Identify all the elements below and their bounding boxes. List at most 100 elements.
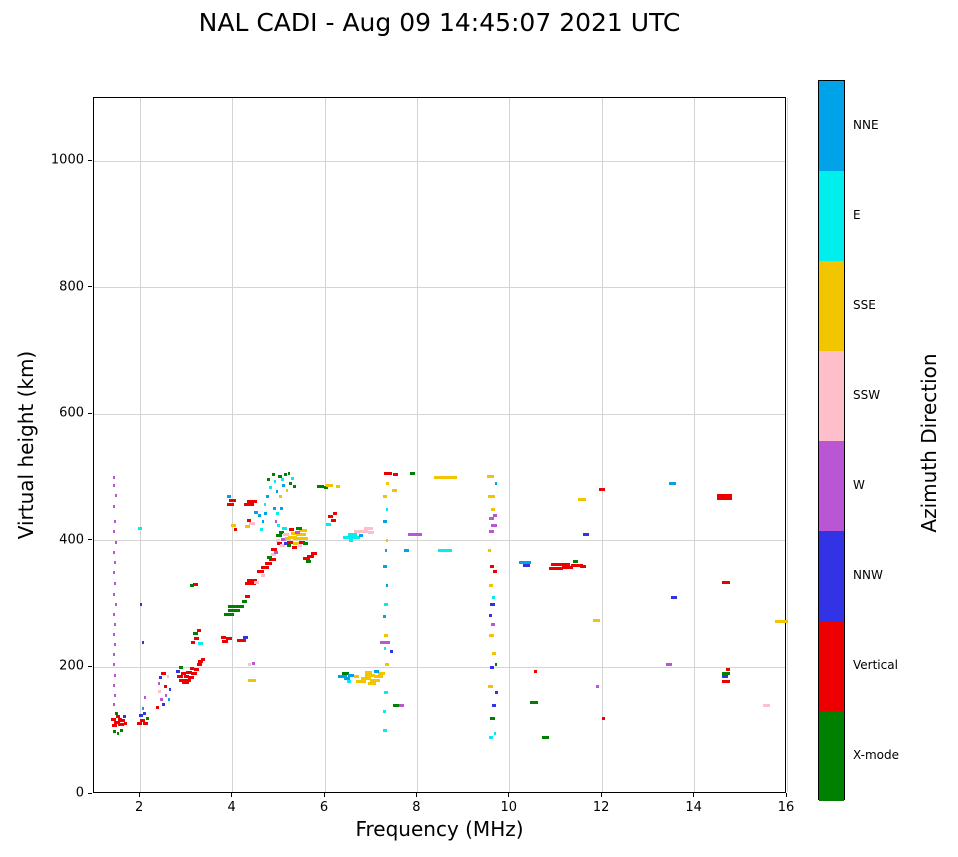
echo-point — [360, 676, 371, 680]
echo-point — [582, 533, 590, 537]
echo-point — [493, 514, 497, 518]
echo-point — [226, 636, 232, 640]
echo-point — [113, 683, 116, 687]
echo-point — [226, 502, 234, 506]
echo-point — [595, 684, 600, 688]
echo-point — [112, 724, 118, 728]
grid-line-y — [94, 540, 785, 542]
grid-line-x — [139, 98, 141, 792]
colorbar-label-nnw: NNW — [853, 568, 883, 582]
colorbar-label-vertical: Vertical — [853, 658, 898, 672]
x-axis-label: Frequency (MHz) — [355, 817, 524, 841]
echo-point — [113, 721, 121, 724]
echo-point — [112, 729, 116, 733]
x-tick-mark — [231, 793, 233, 797]
x-tick-mark — [138, 793, 140, 797]
echo-point — [333, 511, 337, 515]
echo-point — [348, 533, 358, 537]
echo-point — [523, 564, 530, 568]
echo-point — [245, 595, 250, 599]
echo-point — [189, 583, 195, 587]
echo-point — [114, 540, 117, 544]
echo-point — [226, 495, 232, 499]
echo-point — [385, 662, 389, 666]
echo-point — [160, 672, 166, 676]
x-tick-label: 4 — [227, 800, 236, 815]
echo-point — [722, 671, 730, 675]
echo-point — [488, 684, 493, 688]
echo-point — [489, 602, 495, 606]
echo-point — [383, 520, 387, 524]
colorbar-label-nne: NNE — [853, 118, 879, 132]
echo-point — [113, 663, 116, 667]
echo-point — [518, 560, 531, 564]
echo-point — [489, 735, 494, 739]
colorbar-label-e: E — [853, 208, 861, 222]
echo-point — [489, 517, 494, 521]
echo-point — [354, 529, 368, 533]
echo-point — [383, 729, 387, 733]
echo-point — [383, 646, 387, 650]
echo-point — [410, 471, 416, 475]
echo-point — [489, 583, 494, 587]
echo-point — [599, 488, 605, 492]
echo-point — [487, 474, 494, 478]
echo-point — [261, 573, 265, 577]
echo-point — [383, 495, 387, 499]
grid-line-y — [94, 413, 785, 415]
echo-point — [296, 526, 302, 530]
echo-point — [179, 678, 186, 682]
echo-point — [303, 541, 308, 545]
echo-point — [113, 612, 116, 616]
echo-point — [384, 471, 392, 475]
echo-point — [273, 479, 277, 483]
echo-point — [232, 605, 244, 609]
echo-point — [275, 490, 279, 494]
echo-point — [495, 691, 499, 695]
x-tick-label: 6 — [319, 800, 329, 815]
echo-point — [197, 641, 203, 645]
x-tick-mark — [323, 793, 325, 797]
echo-point — [399, 703, 404, 707]
echo-point — [302, 557, 311, 561]
echo-point — [725, 668, 731, 672]
echo-point — [488, 614, 493, 618]
echo-point — [286, 544, 292, 548]
echo-point — [194, 636, 199, 640]
echo-point — [534, 670, 538, 674]
echo-point — [120, 719, 125, 723]
echo-point — [139, 714, 143, 718]
echo-point — [115, 715, 121, 719]
echo-point — [158, 689, 161, 693]
echo-point — [488, 495, 495, 499]
echo-point — [114, 643, 117, 647]
grid-line-x — [601, 98, 603, 792]
echo-point — [327, 515, 334, 519]
echo-point — [233, 528, 238, 532]
echo-point — [114, 622, 117, 626]
echo-point — [721, 580, 731, 584]
echo-point — [277, 474, 282, 478]
echo-point — [243, 635, 248, 639]
colorbar-label-sse: SSE — [853, 298, 876, 312]
grid-line-x — [324, 98, 326, 792]
echo-point — [306, 559, 311, 563]
echo-point — [380, 640, 390, 644]
echo-point — [118, 722, 124, 726]
echo-point — [193, 632, 198, 636]
echo-point — [264, 511, 268, 515]
echo-point — [267, 478, 271, 482]
y-tick-label: 400 — [59, 532, 84, 548]
echo-point — [248, 678, 256, 682]
echo-point — [254, 581, 259, 585]
echo-point — [489, 634, 494, 638]
echo-point — [113, 653, 116, 657]
echo-point — [114, 711, 118, 715]
echo-point — [259, 528, 263, 532]
echo-point — [491, 507, 495, 511]
y-tick-label: 200 — [59, 658, 84, 674]
echo-point — [572, 560, 579, 564]
echo-point — [542, 735, 549, 739]
echo-point — [276, 512, 280, 516]
echo-point — [276, 539, 280, 543]
